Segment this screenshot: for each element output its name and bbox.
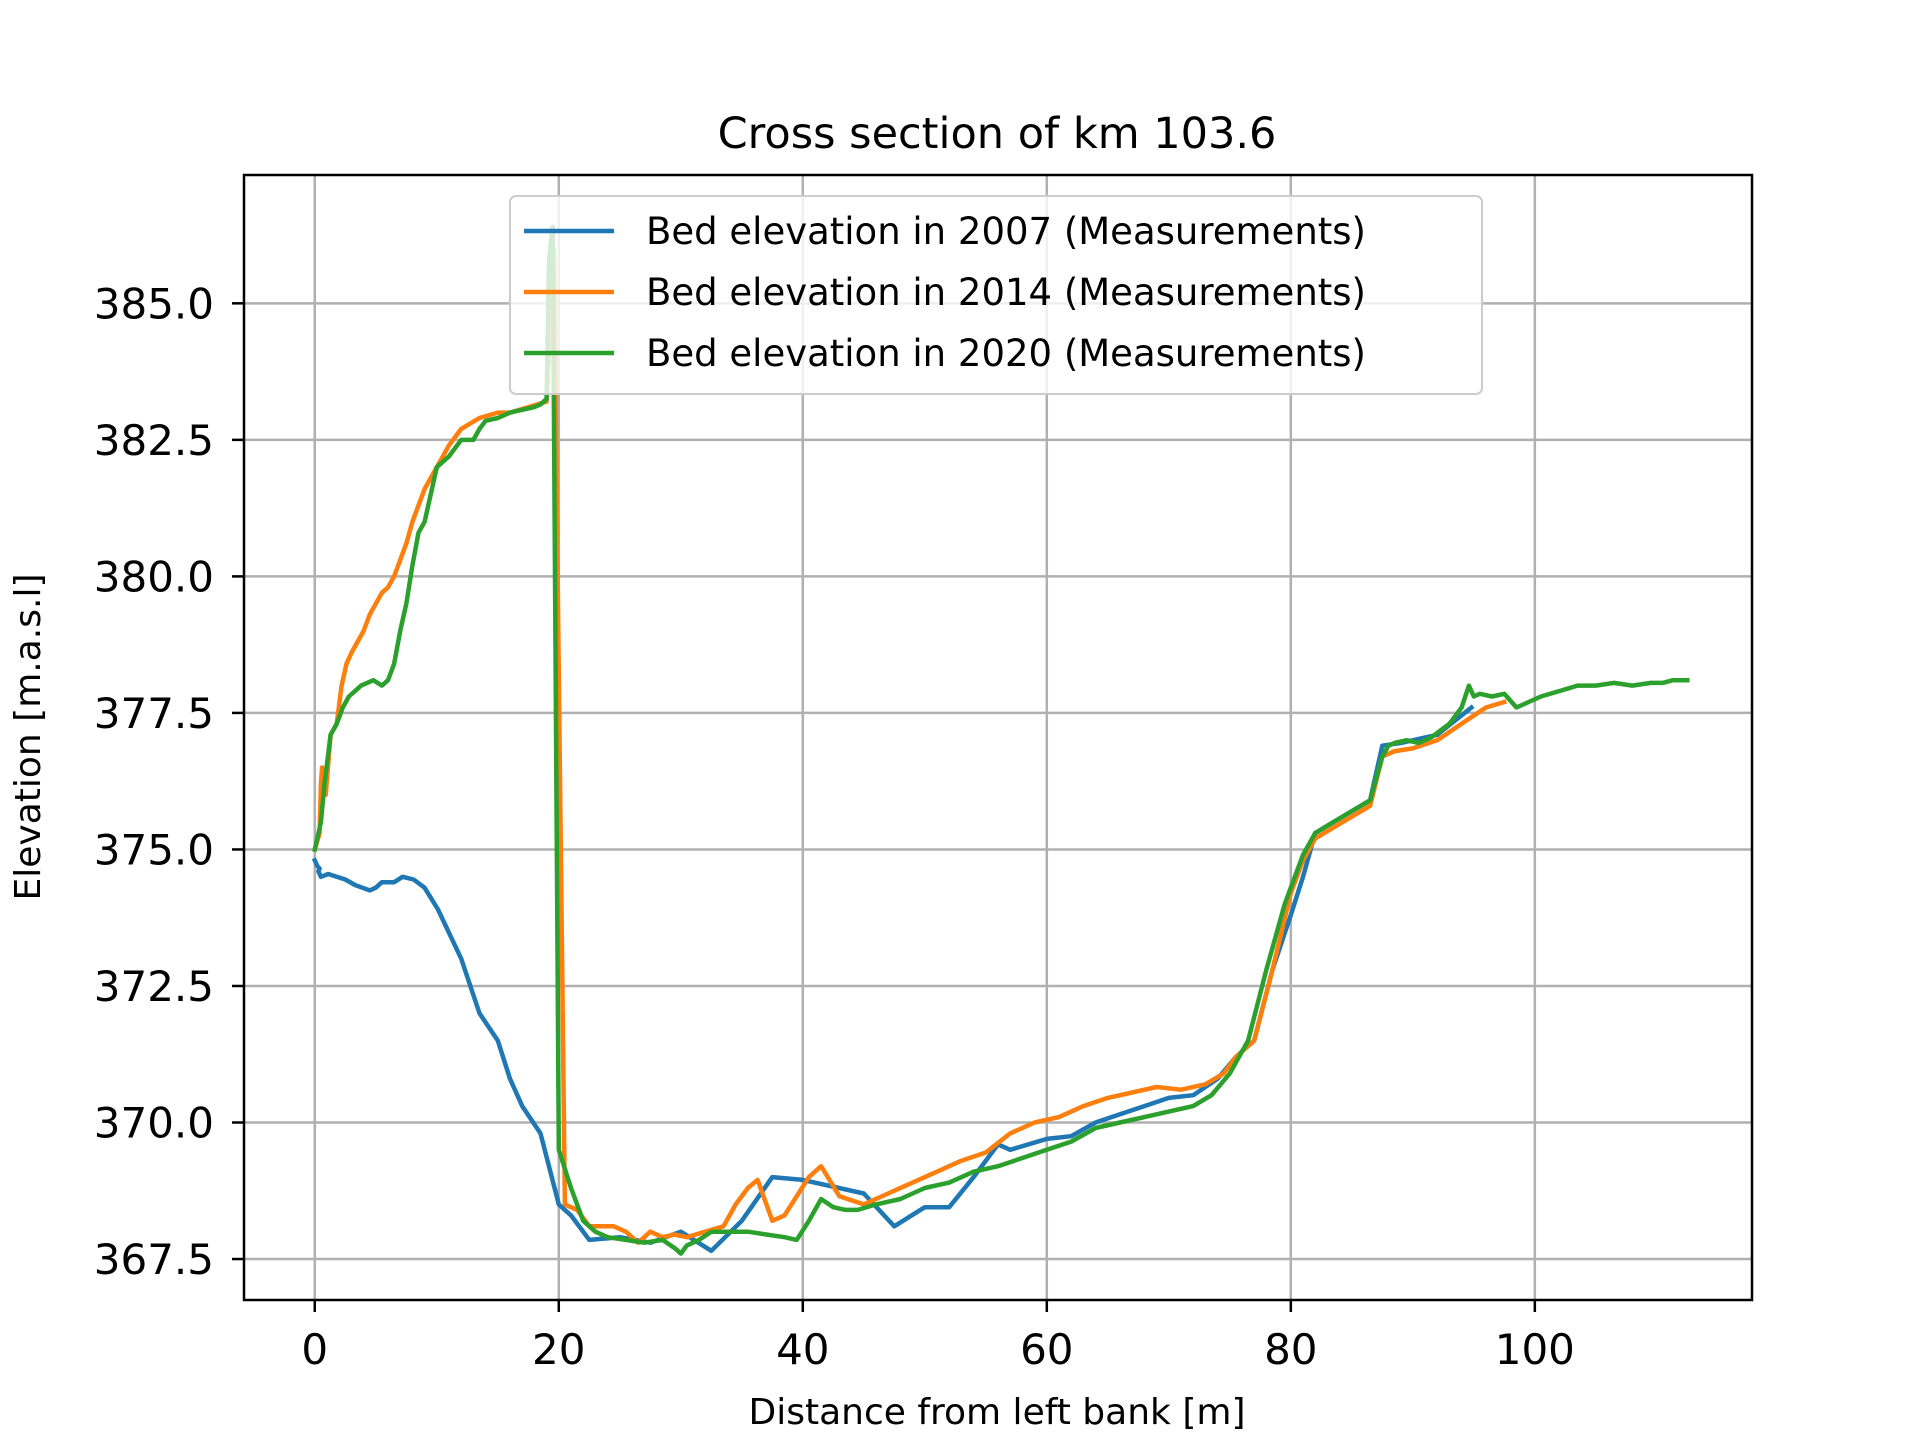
- plot-area: [311, 224, 1690, 1256]
- chart-title: Cross section of km 103.6: [718, 109, 1277, 159]
- y-tick-label: 382.5: [94, 416, 214, 465]
- series-line-2020: [312, 224, 1690, 1256]
- y-tick-label: 367.5: [94, 1235, 214, 1284]
- y-axis-label: Elevation [m.a.s.l]: [8, 574, 49, 901]
- tick-labels: 0 20 40 60 80 100 367.5 370.0 372.5 375.0 377.5 380…: [94, 279, 1575, 1374]
- x-tick-label: 0: [301, 1325, 328, 1374]
- y-tick-label: 385.0: [94, 279, 214, 328]
- x-axis-label: Distance from left bank [m]: [748, 1392, 1245, 1433]
- y-tick-label: 380.0: [94, 552, 214, 601]
- axis-ticks: [232, 302, 1537, 1312]
- x-tick-label: 80: [1264, 1325, 1317, 1374]
- x-tick-label: 20: [532, 1325, 585, 1374]
- axes-frame: [242, 173, 1754, 1302]
- x-tick-label: 60: [1020, 1325, 1073, 1374]
- y-tick-label: 375.0: [94, 825, 214, 874]
- y-tick-label: 370.0: [94, 1099, 214, 1148]
- series-line-2014: [312, 246, 1508, 1245]
- legend-label-2007: Bed elevation in 2007 (Measurements): [646, 210, 1366, 253]
- series-layer: [311, 224, 1690, 1256]
- y-tick-label: 372.5: [94, 962, 214, 1011]
- legend-label-2020: Bed elevation in 2020 (Measurements): [646, 332, 1366, 375]
- legend-box: [509, 195, 1483, 395]
- x-tick-label: 40: [776, 1325, 829, 1374]
- legend: Bed elevation in 2007 (Measurements) Bed…: [509, 195, 1483, 395]
- y-tick-label: 377.5: [94, 689, 214, 738]
- legend-label-2014: Bed elevation in 2014 (Measurements): [646, 271, 1366, 314]
- x-tick-label: 100: [1495, 1325, 1575, 1374]
